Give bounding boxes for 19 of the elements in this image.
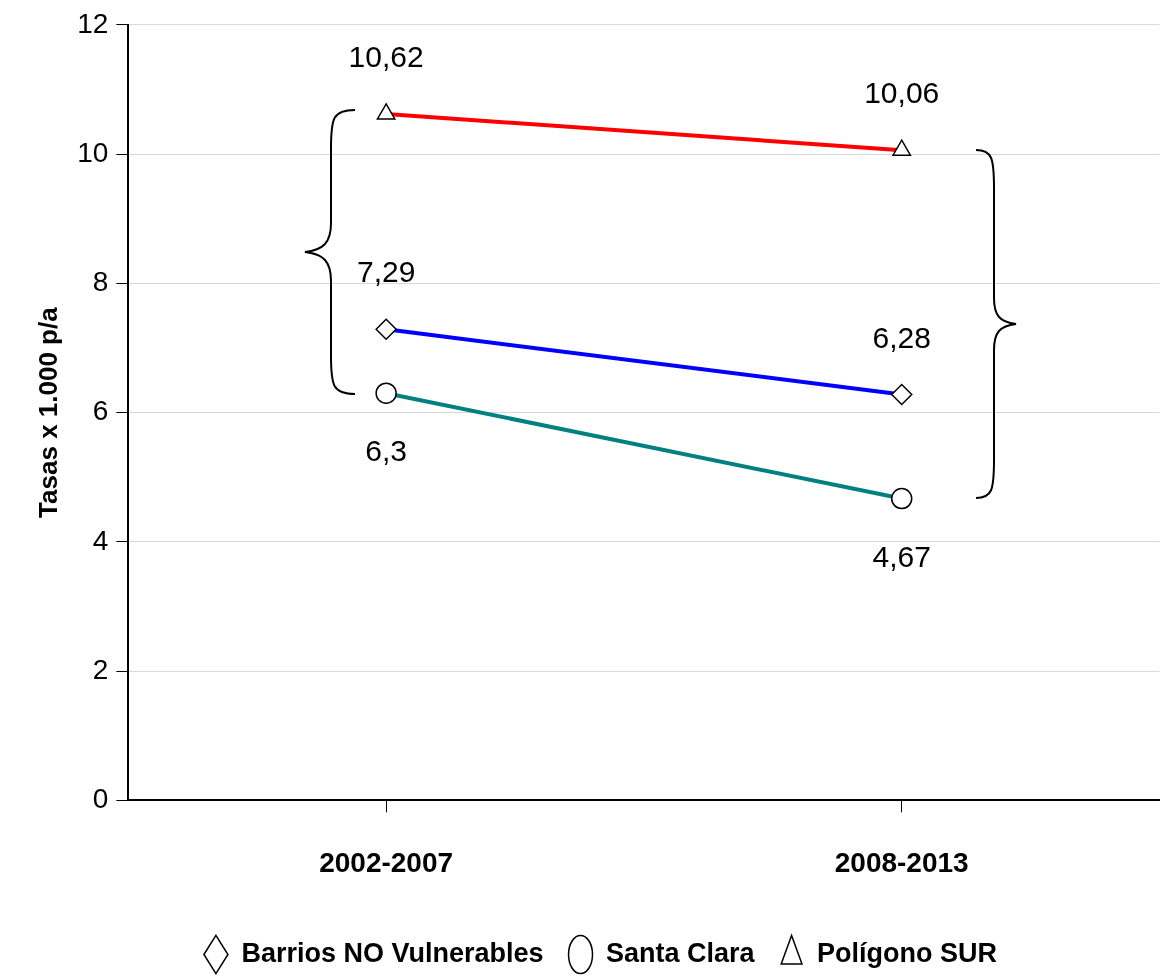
y-tick-label: 0 <box>92 783 109 815</box>
legend-label: Barrios NO Vulnerables <box>241 937 544 968</box>
legend-label: Polígono SUR <box>817 937 998 968</box>
data-label: 4,67 <box>872 539 931 573</box>
x-tick-label: 2008-2013 <box>834 846 969 878</box>
x-tick-label: 2002-2007 <box>319 846 454 878</box>
y-tick-label: 10 <box>77 136 109 168</box>
y-tick-label: 8 <box>92 266 109 298</box>
data-label: 10,06 <box>864 76 940 110</box>
y-tick-label: 6 <box>92 395 109 427</box>
y-tick-label: 12 <box>77 7 109 39</box>
data-label: 7,29 <box>356 255 416 289</box>
data-label: 10,62 <box>348 40 424 74</box>
legend-label: Santa Clara <box>606 937 756 968</box>
y-axis-title: Tasas x 1.000 p/a <box>32 306 63 518</box>
y-tick-label: 4 <box>92 524 109 556</box>
data-label: 6,28 <box>872 320 931 354</box>
y-tick-label: 2 <box>92 653 109 685</box>
data-label: 6,3 <box>365 434 407 468</box>
